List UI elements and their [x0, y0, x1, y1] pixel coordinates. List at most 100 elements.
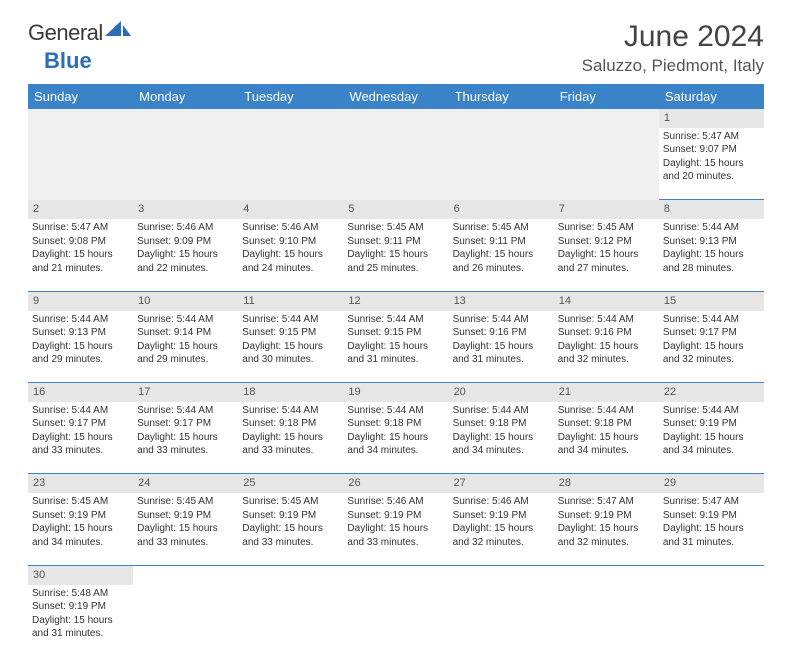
calendar-day-cell: Sunrise: 5:44 AMSunset: 9:14 PMDaylight:…	[133, 311, 238, 383]
day-ss: Sunset: 9:11 PM	[453, 235, 550, 249]
day-sr: Sunrise: 5:46 AM	[347, 495, 444, 509]
day-dl2: and 21 minutes.	[32, 262, 129, 276]
day-number-cell: 2	[28, 200, 133, 219]
day-dl2: and 30 minutes.	[242, 353, 339, 367]
day-dl1: Daylight: 15 hours	[347, 248, 444, 262]
day-number-cell: 10	[133, 291, 238, 310]
day-number-cell	[554, 109, 659, 128]
day-ss: Sunset: 9:17 PM	[32, 417, 129, 431]
day-ss: Sunset: 9:19 PM	[137, 509, 234, 523]
day-ss: Sunset: 9:14 PM	[137, 326, 234, 340]
day-dl2: and 34 minutes.	[32, 536, 129, 550]
day-dl1: Daylight: 15 hours	[663, 431, 760, 445]
day-ss: Sunset: 9:19 PM	[242, 509, 339, 523]
day-number-cell	[449, 109, 554, 128]
day-dl2: and 25 minutes.	[347, 262, 444, 276]
day-ss: Sunset: 9:19 PM	[453, 509, 550, 523]
calendar-day-cell: Sunrise: 5:45 AMSunset: 9:19 PMDaylight:…	[238, 493, 343, 565]
calendar-day-cell: Sunrise: 5:45 AMSunset: 9:11 PMDaylight:…	[449, 219, 554, 291]
day-number-cell	[133, 565, 238, 584]
calendar-table: SundayMondayTuesdayWednesdayThursdayFrid…	[28, 84, 764, 657]
day-number-cell: 30	[28, 565, 133, 584]
weekday-header: Wednesday	[343, 84, 448, 109]
day-dl1: Daylight: 15 hours	[242, 431, 339, 445]
day-dl2: and 28 minutes.	[663, 262, 760, 276]
day-dl1: Daylight: 15 hours	[453, 522, 550, 536]
day-dl2: and 33 minutes.	[242, 444, 339, 458]
day-sr: Sunrise: 5:44 AM	[453, 313, 550, 327]
logo-text-a: General	[28, 20, 103, 46]
day-dl1: Daylight: 15 hours	[453, 248, 550, 262]
day-sr: Sunrise: 5:45 AM	[242, 495, 339, 509]
calendar-week-row: Sunrise: 5:44 AMSunset: 9:13 PMDaylight:…	[28, 311, 764, 383]
day-dl1: Daylight: 15 hours	[453, 340, 550, 354]
calendar-day-cell: Sunrise: 5:44 AMSunset: 9:17 PMDaylight:…	[659, 311, 764, 383]
day-ss: Sunset: 9:19 PM	[32, 509, 129, 523]
day-number-cell: 12	[343, 291, 448, 310]
day-number-cell: 3	[133, 200, 238, 219]
calendar-day-cell: Sunrise: 5:44 AMSunset: 9:13 PMDaylight:…	[659, 219, 764, 291]
day-ss: Sunset: 9:07 PM	[663, 143, 760, 157]
day-dl2: and 31 minutes.	[347, 353, 444, 367]
day-sr: Sunrise: 5:45 AM	[137, 495, 234, 509]
day-number-cell: 25	[238, 474, 343, 493]
calendar-day-cell: Sunrise: 5:46 AMSunset: 9:19 PMDaylight:…	[343, 493, 448, 565]
day-number-cell	[343, 565, 448, 584]
day-dl2: and 32 minutes.	[663, 353, 760, 367]
day-number-cell: 24	[133, 474, 238, 493]
day-number-cell	[28, 109, 133, 128]
calendar-day-cell	[343, 128, 448, 200]
calendar-day-cell: Sunrise: 5:44 AMSunset: 9:19 PMDaylight:…	[659, 402, 764, 474]
day-sr: Sunrise: 5:44 AM	[663, 313, 760, 327]
day-dl1: Daylight: 15 hours	[558, 340, 655, 354]
calendar-day-cell: Sunrise: 5:45 AMSunset: 9:11 PMDaylight:…	[343, 219, 448, 291]
calendar-day-cell: Sunrise: 5:44 AMSunset: 9:13 PMDaylight:…	[28, 311, 133, 383]
day-number-cell: 28	[554, 474, 659, 493]
day-number-cell: 7	[554, 200, 659, 219]
calendar-day-cell: Sunrise: 5:46 AMSunset: 9:10 PMDaylight:…	[238, 219, 343, 291]
day-dl2: and 34 minutes.	[558, 444, 655, 458]
calendar-week-row: Sunrise: 5:47 AMSunset: 9:07 PMDaylight:…	[28, 128, 764, 200]
day-sr: Sunrise: 5:44 AM	[242, 404, 339, 418]
day-ss: Sunset: 9:10 PM	[242, 235, 339, 249]
calendar-day-cell	[238, 585, 343, 657]
day-dl2: and 33 minutes.	[347, 536, 444, 550]
day-number-cell: 18	[238, 383, 343, 402]
day-ss: Sunset: 9:09 PM	[137, 235, 234, 249]
day-dl1: Daylight: 15 hours	[32, 614, 129, 628]
calendar-day-cell	[554, 128, 659, 200]
day-number-cell: 23	[28, 474, 133, 493]
day-ss: Sunset: 9:19 PM	[558, 509, 655, 523]
day-dl2: and 32 minutes.	[558, 536, 655, 550]
day-dl1: Daylight: 15 hours	[242, 522, 339, 536]
day-dl2: and 33 minutes.	[32, 444, 129, 458]
day-ss: Sunset: 9:17 PM	[137, 417, 234, 431]
day-dl2: and 29 minutes.	[32, 353, 129, 367]
weekday-header: Sunday	[28, 84, 133, 109]
day-dl2: and 26 minutes.	[453, 262, 550, 276]
day-number-cell: 27	[449, 474, 554, 493]
day-dl1: Daylight: 15 hours	[453, 431, 550, 445]
calendar-day-cell	[133, 128, 238, 200]
day-sr: Sunrise: 5:45 AM	[32, 495, 129, 509]
day-ss: Sunset: 9:15 PM	[347, 326, 444, 340]
day-dl1: Daylight: 15 hours	[347, 340, 444, 354]
calendar-day-cell: Sunrise: 5:44 AMSunset: 9:18 PMDaylight:…	[238, 402, 343, 474]
calendar-day-cell: Sunrise: 5:47 AMSunset: 9:08 PMDaylight:…	[28, 219, 133, 291]
day-dl1: Daylight: 15 hours	[32, 340, 129, 354]
calendar-day-cell	[449, 585, 554, 657]
day-number-cell: 6	[449, 200, 554, 219]
calendar-week-row: Sunrise: 5:45 AMSunset: 9:19 PMDaylight:…	[28, 493, 764, 565]
calendar-day-cell: Sunrise: 5:45 AMSunset: 9:12 PMDaylight:…	[554, 219, 659, 291]
day-dl1: Daylight: 15 hours	[558, 431, 655, 445]
day-ss: Sunset: 9:11 PM	[347, 235, 444, 249]
day-sr: Sunrise: 5:44 AM	[663, 221, 760, 235]
calendar-week-row: Sunrise: 5:48 AMSunset: 9:19 PMDaylight:…	[28, 585, 764, 657]
calendar-day-cell	[238, 128, 343, 200]
calendar-day-cell	[449, 128, 554, 200]
day-dl2: and 32 minutes.	[558, 353, 655, 367]
weekday-header: Monday	[133, 84, 238, 109]
day-number-cell: 19	[343, 383, 448, 402]
day-dl2: and 20 minutes.	[663, 170, 760, 184]
day-dl2: and 31 minutes.	[453, 353, 550, 367]
